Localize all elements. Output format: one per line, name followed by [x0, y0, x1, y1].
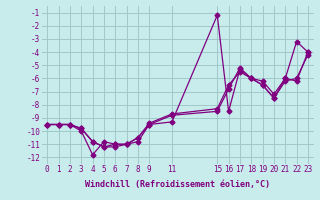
X-axis label: Windchill (Refroidissement éolien,°C): Windchill (Refroidissement éolien,°C)	[85, 180, 270, 189]
